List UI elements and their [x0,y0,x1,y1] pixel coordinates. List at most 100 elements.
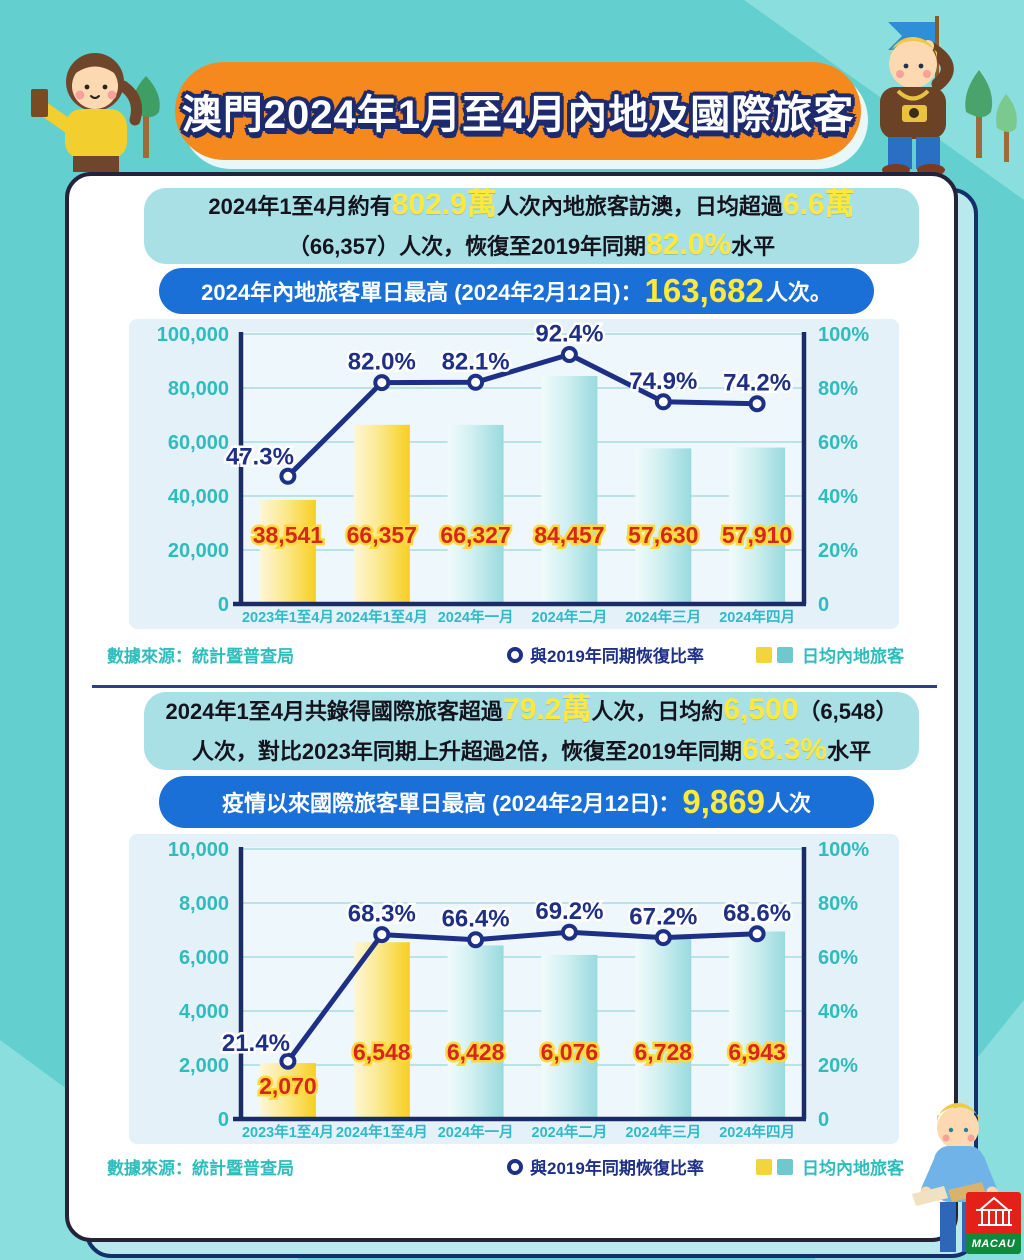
svg-text:40%: 40% [818,486,858,508]
svg-text:47.3%: 47.3% [226,443,294,470]
tree-icon [965,70,1017,162]
text-segment: 人次，日均約 [591,699,724,724]
svg-text:2,070: 2,070 [259,1073,317,1099]
svg-text:2024年四月: 2024年四月 [719,608,795,626]
text-segment: 2024年1至4月約有 [208,194,392,219]
svg-text:68.6%: 68.6% [723,900,791,927]
svg-text:21.4%: 21.4% [222,1030,290,1057]
svg-text:8,000: 8,000 [179,893,229,915]
highlight-number: 79.2萬 [502,693,592,726]
line-marker-icon [507,646,523,663]
line-legend: 與2019年同期恢復比率 [507,642,704,667]
text-segment: 人次。 [765,280,832,305]
svg-text:2024年三月: 2024年三月 [625,608,701,626]
svg-text:6,076: 6,076 [541,1039,599,1065]
data-source-label: 數據來源：統計暨普查局 [107,647,294,666]
chart-canvas: 38,541 66,357 66,327 84,457 57,630 57,910 47.3… [157,318,870,626]
highlight-number: 9,869 [682,783,765,820]
svg-text:66,357: 66,357 [347,522,417,548]
teal-swatch-icon [777,646,793,663]
svg-text:2024年1至4月: 2024年1至4月 [336,1123,428,1141]
section-divider [92,685,937,688]
svg-text:60%: 60% [818,947,858,969]
text-segment: 2024年1至4月共錄得國際旅客超過 [165,699,503,724]
summary-line: 人次，對比2023年同期上升超過2倍，恢復至2019年同期68.3%水平 [192,731,871,771]
svg-text:0: 0 [818,1109,829,1131]
text-segment: 人次，對比2023年同期上升超過2倍，恢復至2019年同期 [191,739,743,764]
summary-line: （66,357）人次，恢復至2019年同期82.0%水平 [288,226,775,266]
title-banner: 澳門2024年1月至4月內地及國際旅客 [175,62,861,160]
svg-text:0: 0 [218,594,229,616]
svg-text:80%: 80% [818,893,858,915]
text-segment: 人次內地旅客訪澳，日均超過 [496,194,783,219]
bar-legend-label: 日均內地旅客 [802,647,904,666]
mainland-record-pill: 2024年內地旅客單日最高 (2024年2月12日)： 163,682 人次。 [159,268,874,314]
line-legend-label: 與2019年同期恢復比率 [530,647,704,666]
chart-canvas: 2,070 6,548 6,428 6,076 6,728 6,943 21.4% 68.3%… [168,839,870,1141]
svg-text:74.9%: 74.9% [629,368,697,395]
svg-text:92.4%: 92.4% [535,321,603,348]
illustration-girl [31,53,160,172]
svg-text:100%: 100% [818,839,869,861]
bar-legend: 日均內地旅客 [756,642,904,667]
teal-swatch-icon [777,1158,793,1175]
page-title: 澳門2024年1月至4月內地及國際旅客 [181,93,855,137]
svg-text:68.3%: 68.3% [348,901,416,928]
logo-text: MACAU [966,1234,1021,1254]
svg-text:60,000: 60,000 [168,432,229,454]
summary-line: 2024年1至4月約有802.9萬人次內地旅客訪澳，日均超過6.6萬 [208,186,854,226]
svg-text:57,630: 57,630 [628,522,698,548]
svg-text:67.2%: 67.2% [629,904,697,931]
illustration-tourist [880,16,1017,176]
svg-text:66.4%: 66.4% [442,906,510,933]
svg-text:2,000: 2,000 [179,1055,229,1077]
svg-text:10,000: 10,000 [168,839,229,861]
content-card: 2024年1至4月約有802.9萬人次內地旅客訪澳，日均超過6.6萬 （66,3… [65,172,958,1242]
svg-text:20%: 20% [818,1055,858,1077]
svg-text:82.0%: 82.0% [348,349,416,376]
highlight-number: 6.6萬 [782,188,855,221]
text-segment: 疫情以來國際旅客單日最高 (2024年2月12日)： [221,791,681,816]
svg-text:69.2%: 69.2% [535,898,603,925]
summary-line: 2024年1至4月共錄得國際旅客超過79.2萬人次，日均約6,500（6,548… [166,691,898,731]
svg-text:0: 0 [218,1109,229,1131]
text-segment: 水平 [731,234,776,259]
line-marker-icon [507,1158,523,1175]
yellow-swatch-icon [756,646,772,663]
svg-text:2024年四月: 2024年四月 [719,1123,795,1141]
mainland-visitors-chart: 38,541 66,357 66,327 84,457 57,630 57,910 47.3… [129,318,899,629]
text-segment: 人次 [767,791,812,816]
svg-text:2023年1至4月: 2023年1至4月 [242,608,334,626]
international-chart-footer: 數據來源：統計暨普查局 與2019年同期恢復比率 日均內地旅客 [69,1152,954,1178]
highlight-number: 68.3% [742,733,828,766]
macau-tourism-logo: MACAU [966,1192,1021,1254]
illustration-map-man [912,1103,998,1252]
svg-text:6,943: 6,943 [728,1039,786,1065]
bar-legend: 日均內地旅客 [756,1154,904,1179]
svg-text:4,000: 4,000 [179,1001,229,1023]
svg-text:74.2%: 74.2% [723,370,791,397]
svg-text:6,728: 6,728 [635,1039,693,1065]
svg-text:82.1%: 82.1% [442,348,510,375]
svg-text:60%: 60% [818,432,858,454]
highlight-number: 802.9萬 [391,188,497,221]
svg-text:38,541: 38,541 [253,522,324,548]
svg-text:2024年一月: 2024年一月 [438,608,514,626]
svg-text:6,428: 6,428 [447,1039,505,1065]
svg-text:40,000: 40,000 [168,486,229,508]
svg-text:2024年二月: 2024年二月 [532,608,608,626]
text-segment: （6,548） [798,699,898,724]
bar-legend-label: 日均內地旅客 [802,1159,904,1178]
svg-text:80%: 80% [818,378,858,400]
svg-text:84,457: 84,457 [534,522,604,548]
text-segment: 2024年內地旅客單日最高 (2024年2月12日)： [201,280,643,305]
text-segment: （66,357）人次，恢復至2019年同期 [287,234,647,259]
line-legend-label: 與2019年同期恢復比率 [530,1159,704,1178]
svg-text:2023年1至4月: 2023年1至4月 [242,1123,334,1141]
svg-text:40%: 40% [818,1001,858,1023]
international-visitors-chart: 2,070 6,548 6,428 6,076 6,728 6,943 21.4% 68.3%… [129,834,899,1144]
highlight-number: 163,682 [644,272,764,309]
text-segment: 水平 [827,739,872,764]
svg-text:100,000: 100,000 [157,324,229,346]
svg-text:0: 0 [818,594,829,616]
